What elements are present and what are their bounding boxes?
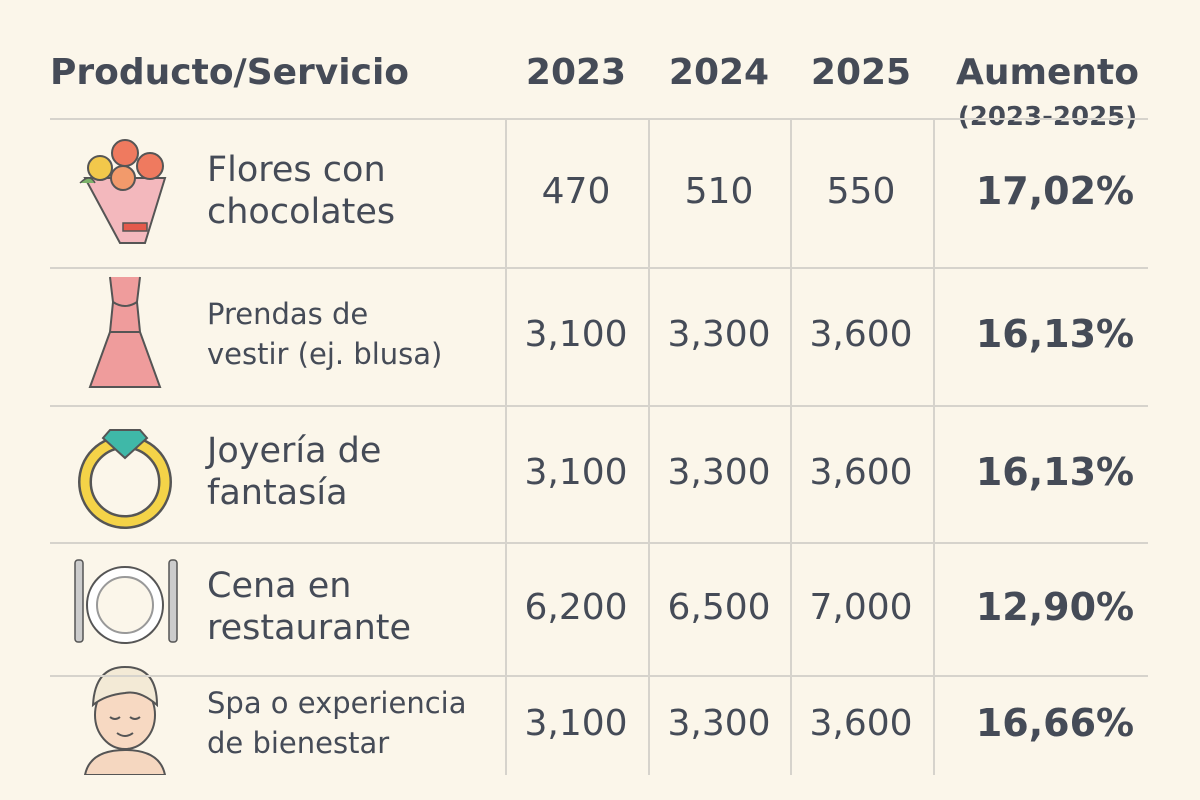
icon-flowers — [79, 139, 167, 244]
year-value: 6,200 — [524, 586, 628, 628]
product-name-line: Spa o experiencia — [207, 686, 467, 720]
year-value: 3,300 — [667, 451, 771, 493]
increase-value: 16,13% — [975, 312, 1135, 356]
header-year: 2025 — [810, 52, 912, 93]
product-name: Joyería de fantasía — [207, 430, 381, 514]
year-value: 3,600 — [809, 314, 913, 355]
year-value: 3,100 — [524, 451, 628, 493]
column-divider — [933, 118, 935, 775]
column-divider — [648, 118, 650, 775]
header-increase: Aumento — [956, 52, 1139, 93]
product-name-line: restaurante — [207, 607, 412, 648]
product-name: Cena en restaurante — [207, 565, 411, 649]
product-name-line: Joyería de — [207, 430, 382, 471]
year-value: 3,100 — [524, 703, 628, 744]
column-divider — [505, 118, 507, 775]
product-name: Prendas de vestir (ej. blusa) — [207, 294, 442, 374]
product-name-line: Prendas de — [207, 297, 369, 331]
header-year: 2023 — [525, 52, 627, 93]
row-divider — [50, 675, 1148, 677]
increase-value: 16,66% — [975, 701, 1135, 745]
row-divider — [50, 405, 1148, 407]
increase-value: 17,02% — [975, 168, 1135, 213]
year-value: 3,300 — [667, 314, 771, 355]
year-value: 6,500 — [667, 586, 771, 628]
year-value: 3,600 — [809, 703, 913, 744]
year-value: 3,100 — [524, 314, 628, 355]
year-value: 7,000 — [809, 586, 913, 628]
year-value: 470 — [541, 170, 611, 212]
product-name: Flores con chocolates — [207, 149, 395, 233]
product-name-line: Cena en — [207, 565, 352, 606]
product-name-line: chocolates — [207, 191, 396, 232]
increase-value: 16,13% — [975, 449, 1135, 494]
year-value: 550 — [826, 170, 896, 212]
product-name-line: vestir (ej. blusa) — [207, 337, 443, 371]
header-product: Producto/Servicio — [50, 52, 410, 93]
year-value: 3,300 — [667, 703, 771, 744]
product-name-line: fantasía — [207, 472, 348, 513]
column-divider — [790, 118, 792, 775]
icon-spa — [83, 665, 167, 775]
header-year: 2024 — [668, 52, 770, 93]
product-name-line: Flores con — [207, 149, 386, 190]
row-divider — [50, 542, 1148, 544]
increase-value: 12,90% — [975, 584, 1135, 629]
product-name-line: de bienestar — [207, 726, 390, 760]
icon-plate — [74, 559, 178, 644]
year-value: 3,600 — [809, 451, 913, 493]
row-divider — [50, 267, 1148, 269]
product-name: Spa o experiencia de bienestar — [207, 683, 467, 763]
icon-dress — [88, 276, 162, 388]
year-value: 510 — [684, 170, 754, 212]
header-note: (2023-2025) — [957, 102, 1138, 132]
row-divider — [50, 118, 1148, 120]
icon-ring — [78, 429, 172, 529]
